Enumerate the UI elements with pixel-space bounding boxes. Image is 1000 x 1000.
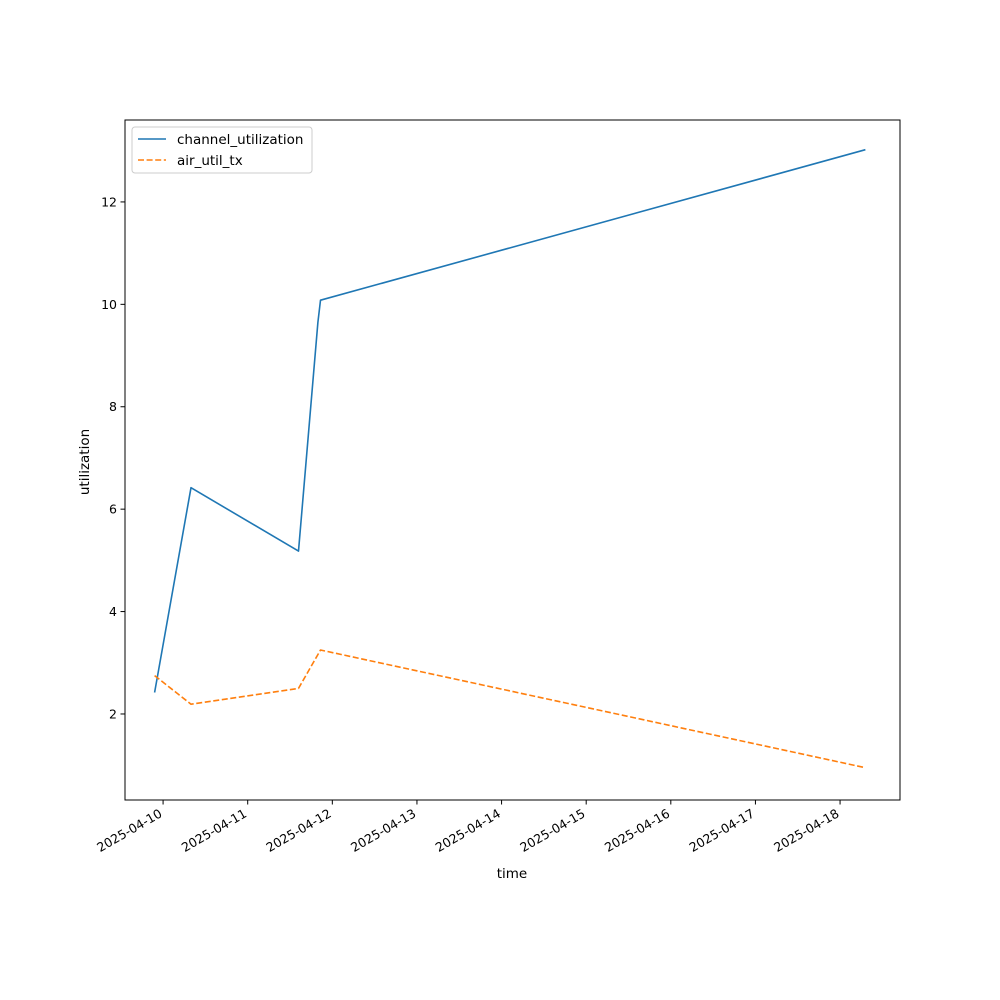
x-axis-ticks: 2025-04-10 2025-04-11 2025-04-12 2025-04-13… xyxy=(94,800,842,855)
x-tick-label: 2025-04-18 xyxy=(771,806,841,855)
series-line-air-util-tx xyxy=(154,649,866,769)
x-tick-label: 2025-04-14 xyxy=(433,806,503,855)
y-axis-title: utilization xyxy=(77,429,93,495)
x-tick-label: 2025-04-15 xyxy=(517,806,587,855)
series-layer xyxy=(153,148,866,769)
y-tick-label: 12 xyxy=(101,194,117,209)
y-tick-label: 10 xyxy=(101,297,117,312)
x-tick-label: 2025-04-11 xyxy=(179,806,249,855)
x-tick-label: 2025-04-16 xyxy=(602,806,672,855)
legend: channel_utilization air_util_tx xyxy=(131,126,313,174)
x-tick-label: 2025-04-17 xyxy=(687,806,757,855)
x-tick-label: 2025-04-12 xyxy=(263,806,333,855)
x-axis-title: time xyxy=(497,866,528,882)
y-axis-ticks: 2 4 6 8 10 12 xyxy=(101,194,125,721)
legend-label-channel-utilization: channel_utilization xyxy=(177,132,304,148)
series-line-channel-utilization xyxy=(153,148,866,693)
x-tick-label: 2025-04-13 xyxy=(348,806,418,855)
legend-label-air-util-tx: air_util_tx xyxy=(177,153,243,169)
plot-area-frame xyxy=(124,119,901,801)
x-tick-label: 2025-04-10 xyxy=(94,806,164,855)
y-tick-label: 8 xyxy=(109,399,117,414)
y-tick-label: 4 xyxy=(109,604,117,619)
legend-box xyxy=(131,126,313,174)
y-tick-label: 2 xyxy=(109,706,117,721)
y-tick-label: 6 xyxy=(109,502,117,517)
